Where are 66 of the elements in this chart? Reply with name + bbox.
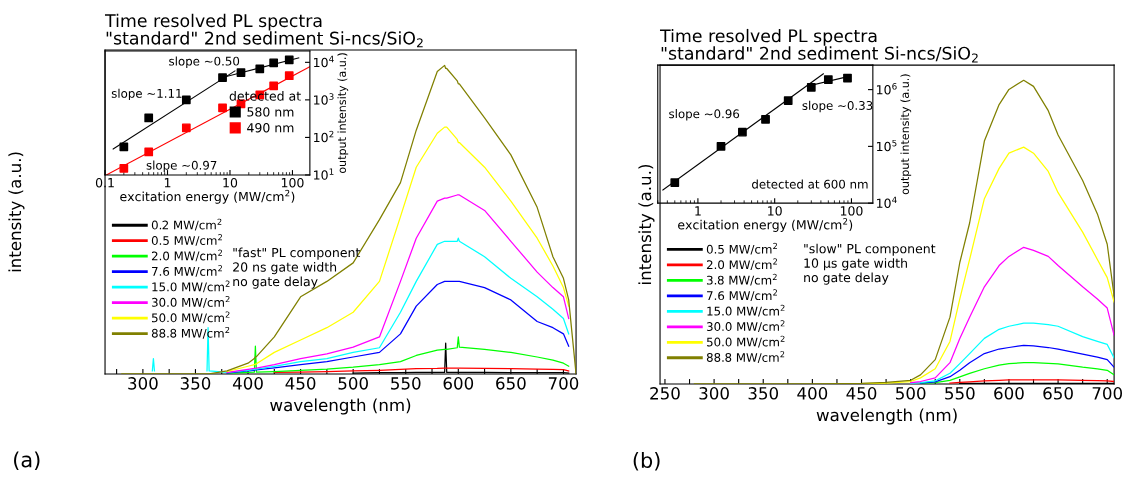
y-tick-label: 10$^{2}$ <box>314 130 334 143</box>
legend-label: 2.0 MW/cm$^{2}$ <box>706 258 777 271</box>
x-tick-label: 700 <box>548 377 579 390</box>
x-tick-label: 550 <box>391 377 421 390</box>
y-axis-title: intensity (a.u.) <box>638 165 655 284</box>
x-tick-label: 700 <box>1092 387 1123 400</box>
x-tick-label: 600 <box>994 387 1024 400</box>
x-tick-label: 650 <box>1043 387 1073 400</box>
x-tick-label: 550 <box>945 387 975 400</box>
y-tick-label: 10$^{3}$ <box>314 93 334 105</box>
x-tick-label: 100 <box>281 177 304 188</box>
x-tick-label: 450 <box>285 377 316 390</box>
x-tick-label: 500 <box>338 377 368 390</box>
x-tick-label: 1 <box>164 178 171 188</box>
legend-label: 15.0 MW/cm$^{2}$ <box>707 304 785 317</box>
x-tick-label: 450 <box>846 387 877 400</box>
x-tick-label: 10 <box>223 177 238 188</box>
legend-label: 580 nm <box>247 107 294 117</box>
x-axis-title: excitation energy (MW/cm$^{2}$) <box>120 189 295 204</box>
x-tick-label: 500 <box>896 387 926 400</box>
annotation: slope ~0.97 <box>146 160 217 172</box>
y-tick-label: 10$^{1}$ <box>314 168 334 180</box>
x-tick-label: 100 <box>840 206 863 216</box>
y-axis-title: output intensity (a.u.) <box>337 53 349 174</box>
x-axis-title: excitation energy (MW/cm$^{2}$) <box>678 218 853 232</box>
legend-label: 0.2 MW/cm$^{2}$ <box>151 218 222 231</box>
legend-label: 50.0 MW/cm$^{2}$ <box>151 311 230 324</box>
x-tick-label: 10 <box>768 206 782 216</box>
legend-label: 2.0 MW/cm$^{2}$ <box>151 249 222 262</box>
legend-label: 50.0 MW/cm$^{2}$ <box>706 335 785 348</box>
annotation: slope ~0.96 <box>669 109 740 121</box>
legend-label: 0.5 MW/cm$^{2}$ <box>151 234 222 246</box>
x-tick-label: 600 <box>443 377 474 390</box>
x-tick-label: 350 <box>180 377 211 390</box>
x-axis-title: wavelength (nm) <box>816 408 957 425</box>
legend-label: 30.0 MW/cm$^{2}$ <box>706 320 785 332</box>
text: (a) <box>14 451 40 470</box>
x-tick-label: 650 <box>496 377 526 390</box>
annotation: "slow" PL component 10 μs gate width no gate delay <box>804 243 936 285</box>
y-axis-title: output intensity (a.u.) <box>900 74 912 195</box>
chart-title: Time resolved PL spectra "standard" 2nd sediment Si-ncs/SiO$_{2}$ <box>659 28 978 63</box>
legend-label: 3.8 MW/cm$^{2}$ <box>706 273 777 286</box>
y-tick-label: 10$^{4}$ <box>877 196 897 208</box>
annotation: slope ~0.50 <box>169 56 240 68</box>
legend-label: 30.0 MW/cm$^{2}$ <box>151 295 230 308</box>
text: (b) <box>633 451 660 471</box>
x-tick-label: 300 <box>128 377 158 390</box>
y-axis-title: intensity (a.u.) <box>8 152 25 272</box>
legend-label: 490 nm <box>247 123 294 133</box>
legend-label: 7.6 MW/cm$^{2}$ <box>707 289 777 302</box>
x-tick-label: 1 <box>695 206 701 216</box>
legend-label: 15.0 MW/cm$^{2}$ <box>152 280 230 293</box>
legend-label: 0.5 MW/cm$^{2}$ <box>706 242 777 255</box>
y-tick-label: 10$^{6}$ <box>877 82 897 95</box>
x-axis-title: wavelength (nm) <box>270 398 411 415</box>
x-tick-label: 250 <box>650 387 680 400</box>
annotation: slope ~1.11 <box>111 88 182 101</box>
legend-label: 7.6 MW/cm$^{2}$ <box>152 265 222 277</box>
x-tick-label: 400 <box>797 387 828 400</box>
x-tick-label: 350 <box>748 387 779 400</box>
x-tick-label: 300 <box>699 387 729 400</box>
x-tick-label: 400 <box>232 377 263 390</box>
legend-label: 88.8 MW/cm$^{2}$ <box>706 351 785 363</box>
annotation: detected at 600 nm <box>752 179 868 189</box>
y-tick-label: 10$^{5}$ <box>877 139 897 152</box>
y-tick-label: 10$^{4}$ <box>314 55 334 68</box>
